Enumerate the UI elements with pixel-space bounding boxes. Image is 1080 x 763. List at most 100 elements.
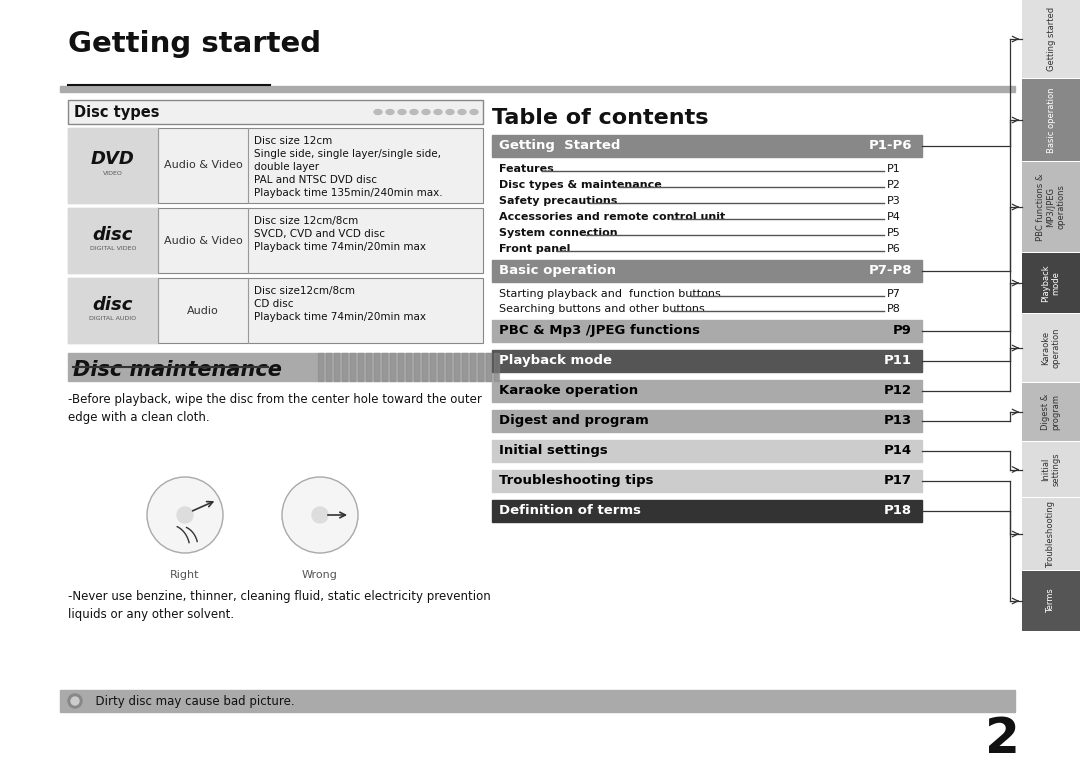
Text: disc: disc [93,226,133,243]
Text: -Before playback, wipe the disc from the center hole toward the outer
edge with : -Before playback, wipe the disc from the… [68,393,482,424]
Bar [1022,162,1080,252]
Ellipse shape [422,110,430,114]
Text: Initial settings: Initial settings [499,444,608,457]
Text: VIDEO: VIDEO [103,171,123,176]
Text: 2: 2 [985,715,1020,763]
Bar [382,353,387,381]
Text: P17: P17 [885,474,912,487]
Bar [486,353,491,381]
Bar [334,353,339,381]
Text: Single side, single layer/single side,: Single side, single layer/single side, [254,149,441,159]
FancyBboxPatch shape [68,208,483,273]
Text: P14: P14 [883,444,912,457]
FancyBboxPatch shape [68,278,483,343]
Text: Accessories and remote control unit: Accessories and remote control unit [499,212,726,222]
Bar [68,278,158,343]
Bar [478,353,483,381]
Bar [492,320,922,342]
Bar [350,353,355,381]
Text: Playback time 135min/240min max.: Playback time 135min/240min max. [254,188,443,198]
Text: P1: P1 [887,164,901,174]
Bar [399,353,403,381]
Text: Disc maintenance: Disc maintenance [73,360,282,380]
Bar [1022,0,1080,78]
Ellipse shape [446,110,454,114]
Text: disc: disc [93,295,133,314]
Text: Audio & Video: Audio & Video [164,236,242,246]
Text: Initial
settings: Initial settings [1041,452,1061,486]
Text: Searching buttons and other buttons: Searching buttons and other buttons [499,304,705,314]
Bar [1022,383,1080,441]
Text: P11: P11 [885,354,912,367]
Bar [60,86,1015,92]
Bar [390,353,395,381]
Bar [492,260,922,282]
Text: Audio: Audio [187,305,219,315]
Text: CD disc: CD disc [254,299,294,309]
Text: Disc size 12cm/8cm: Disc size 12cm/8cm [254,216,359,226]
Circle shape [147,477,222,553]
Bar [68,208,158,273]
Bar [1022,442,1080,497]
Text: P13: P13 [883,414,912,427]
Ellipse shape [410,110,418,114]
Circle shape [177,507,193,523]
Bar [438,353,443,381]
Text: P5: P5 [887,228,901,238]
Bar [1022,571,1080,631]
Text: Right: Right [171,570,200,580]
Text: P9: P9 [893,324,912,337]
Text: PAL and NTSC DVD disc: PAL and NTSC DVD disc [254,175,377,185]
Text: P18: P18 [883,504,912,517]
Text: Front panel: Front panel [499,244,570,254]
Bar [492,135,922,157]
Text: Digest &
program: Digest & program [1041,394,1061,430]
Text: DIGITAL AUDIO: DIGITAL AUDIO [90,316,136,321]
Text: Basic operation: Basic operation [1047,87,1055,153]
Text: Playback mode: Playback mode [499,354,612,367]
Text: double layer: double layer [254,162,319,172]
Bar [494,353,499,381]
Bar [446,353,451,381]
Bar [1022,498,1080,570]
Bar [470,353,475,381]
Text: P7: P7 [887,289,901,299]
FancyBboxPatch shape [68,100,483,124]
Text: P12: P12 [885,384,912,397]
Text: Getting started: Getting started [68,30,321,58]
Text: Getting  Started: Getting Started [499,139,620,152]
Text: P1-P6: P1-P6 [868,139,912,152]
Circle shape [68,694,82,708]
Text: Terms: Terms [1047,588,1055,613]
Bar [422,353,427,381]
Text: P7-P8: P7-P8 [868,264,912,277]
Bar [492,410,922,432]
Ellipse shape [399,110,406,114]
Text: Basic operation: Basic operation [499,264,616,277]
Text: DIGITAL VIDEO: DIGITAL VIDEO [90,246,136,251]
Circle shape [312,507,328,523]
Bar [454,353,459,381]
Bar [318,353,323,381]
Text: PBC & Mp3 /JPEG functions: PBC & Mp3 /JPEG functions [499,324,700,337]
Text: Karaoke operation: Karaoke operation [499,384,638,397]
Text: P3: P3 [887,196,901,206]
Circle shape [282,477,357,553]
Text: Troubleshooting: Troubleshooting [1047,501,1055,568]
Bar [492,470,922,492]
Ellipse shape [470,110,478,114]
Bar [492,350,922,372]
Text: Disc types & maintenance: Disc types & maintenance [499,180,662,190]
Text: Troubleshooting tips: Troubleshooting tips [499,474,653,487]
Text: Starting playback and  function buttons: Starting playback and function buttons [499,289,720,299]
Text: System connection: System connection [499,228,618,238]
Text: Digest and program: Digest and program [499,414,649,427]
Circle shape [71,697,79,705]
Text: Safety precautions: Safety precautions [499,196,618,206]
Bar [492,500,922,522]
Bar [492,440,922,462]
Text: Wrong: Wrong [302,570,338,580]
Bar [357,353,363,381]
Bar [1022,79,1080,161]
Text: Table of contents: Table of contents [492,108,708,128]
